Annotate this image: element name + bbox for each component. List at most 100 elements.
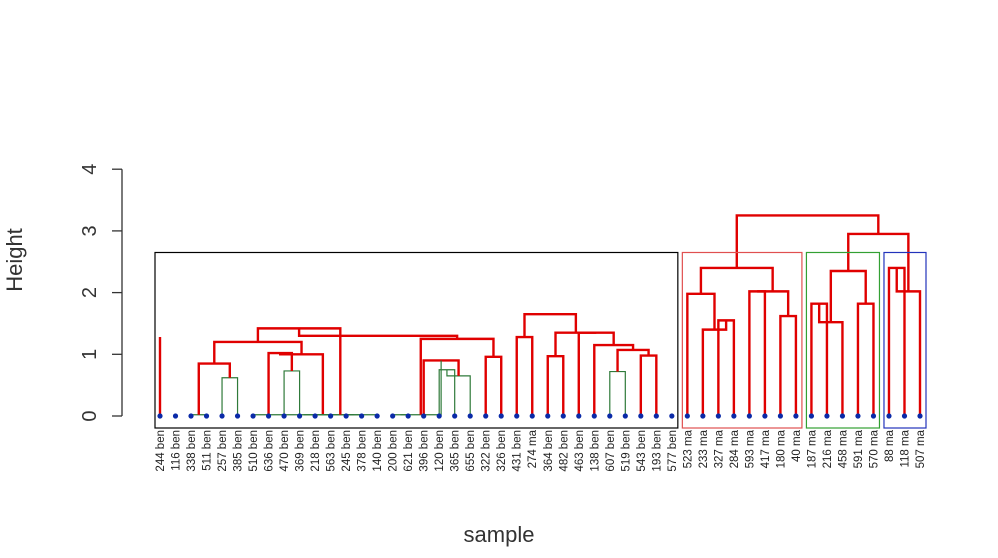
leaf-dot — [374, 413, 380, 419]
dendrogram-link — [686, 292, 716, 416]
dendrogram-link — [523, 312, 578, 338]
leaf-label: 116 ben — [171, 430, 183, 471]
leaf-label: 470 ben — [279, 430, 291, 472]
dendrogram-link — [546, 354, 565, 416]
leaf-dot — [296, 413, 303, 419]
leaf-dot — [917, 413, 923, 419]
leaf-label: 120 ben — [434, 430, 446, 472]
leaf-label: 180 ma — [775, 429, 787, 468]
leaf-label: 607 ben — [605, 430, 617, 472]
dendrogram-link — [748, 290, 767, 416]
leaf-dot — [529, 413, 535, 419]
leaf-label: 378 ben — [357, 430, 369, 472]
leaf-label: 543 ben — [636, 430, 648, 472]
leaf-label: 570 ma — [868, 429, 880, 468]
leaf-label: 431 ben — [512, 430, 524, 472]
leaf-label: 274 ma — [527, 429, 539, 468]
leaf-label: 621 ben — [403, 430, 415, 472]
leaf-label: 577 ben — [667, 430, 679, 472]
leaf-dot — [328, 413, 334, 419]
leaf-dot — [483, 413, 489, 419]
leaf-dot — [312, 413, 318, 419]
leaf-dot — [622, 413, 628, 419]
leaf-label: 118 ma — [899, 429, 911, 467]
leaf-dot — [234, 413, 241, 419]
leaf-dot — [839, 413, 846, 419]
dendrogram-link — [267, 351, 294, 416]
cluster-box — [681, 251, 803, 429]
cluster-box — [154, 251, 679, 429]
leaf-label: 563 ben — [326, 430, 338, 472]
y-tick-label: 1 — [79, 349, 101, 360]
cluster-boxes — [154, 251, 927, 429]
leaf-label: 463 ben — [574, 430, 586, 472]
leaf-dot — [684, 413, 690, 419]
leaf-label: 396 ben — [419, 430, 431, 472]
x-axis-title: sample — [463, 522, 535, 547]
dendrogram-link — [221, 377, 239, 416]
leaf-dot — [467, 413, 473, 419]
leaf-dot — [172, 413, 179, 419]
leaf-dot — [886, 413, 892, 419]
leaf-label: 482 ben — [558, 430, 570, 472]
leaf-label: 233 ma — [698, 429, 710, 468]
dendrogram-link — [701, 320, 728, 416]
leaf-label: 218 ben — [310, 430, 322, 472]
dendrogram-link — [297, 328, 459, 339]
leaf-dot — [250, 413, 256, 419]
leaf-dot — [452, 413, 458, 419]
leaf-label: 338 ben — [186, 430, 198, 472]
leaf-label: 417 ma — [760, 429, 772, 468]
leaf-label: 327 ma — [713, 429, 725, 468]
y-tick-label: 0 — [79, 410, 101, 421]
leaf-label: 200 ben — [388, 430, 400, 472]
dendrogram-link — [616, 348, 650, 372]
leaf-dot — [560, 413, 566, 419]
dendrogram-link — [779, 314, 798, 416]
dendrogram-link — [699, 266, 774, 294]
leaf-label: 245 ben — [341, 430, 353, 472]
leaf-label: 655 ben — [465, 430, 477, 472]
leaf-dot — [203, 413, 210, 419]
leaf-label: 257 ben — [217, 430, 229, 472]
cluster-box — [805, 251, 881, 429]
dendrogram-link — [279, 353, 325, 415]
leaf-label: 636 ben — [264, 430, 276, 472]
leaf-labels: 244 ben 116 ben 338 ben 511 ben 257 ben 385 b… — [155, 429, 927, 471]
leaf-dot — [219, 413, 225, 419]
dendrogram-link — [757, 290, 790, 317]
dendrogram-link — [735, 214, 880, 268]
leaf-dot — [607, 413, 613, 419]
leaf-label: 507 ma — [915, 429, 927, 468]
leaf-label: 593 ma — [744, 429, 756, 468]
dendrogram-link — [829, 269, 867, 323]
y-axis-title: Height — [2, 228, 27, 292]
dendrogram-link — [554, 331, 597, 357]
dendrogram-link — [847, 232, 910, 292]
leaf-dot — [265, 413, 272, 419]
leaf-dot — [390, 413, 396, 419]
dendrogram-link — [515, 335, 534, 416]
leaf-dot — [405, 413, 411, 419]
leaf-label: 369 ben — [295, 430, 307, 472]
leaf-dot — [777, 413, 784, 419]
leaf-dot — [824, 413, 830, 419]
dendrogram-link — [609, 370, 626, 416]
dendrogram-link — [717, 319, 736, 416]
leaf-dot — [715, 413, 721, 419]
leaf-dot — [188, 413, 194, 419]
leaf-dot — [901, 413, 908, 419]
leaf-label: 138 ben — [589, 430, 601, 472]
leaf-label: 216 ma — [822, 429, 834, 468]
dendrogram-links — [160, 214, 922, 416]
leaf-label: 511 ben — [202, 430, 214, 471]
dendrogram-link — [593, 343, 635, 416]
leaf-label: 40 ma — [791, 429, 803, 462]
leaf-dot — [157, 413, 163, 419]
leaf-dot — [545, 413, 551, 419]
leaf-dot — [514, 413, 520, 419]
leaf-label: 322 ben — [481, 430, 493, 472]
y-axis: 0 1 2 3 4 — [79, 164, 123, 422]
leaf-dot — [359, 413, 365, 419]
